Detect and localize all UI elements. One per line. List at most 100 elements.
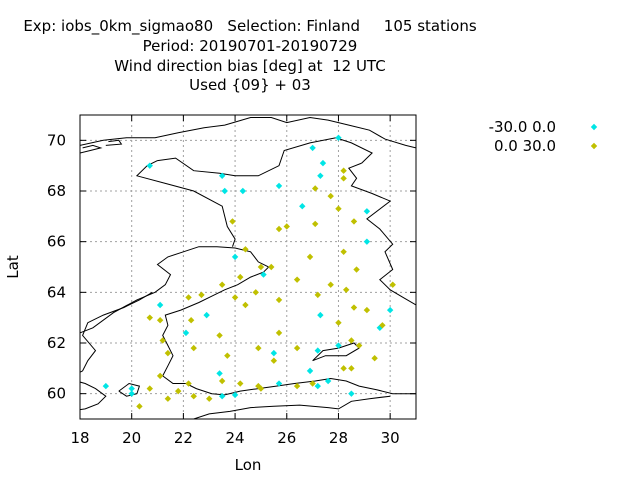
- coastline-path: [135, 160, 236, 247]
- data-point-positive-bias: [283, 223, 290, 230]
- data-point-positive-bias: [257, 385, 265, 392]
- data-point-negative-bias: [128, 390, 135, 397]
- data-point-positive-bias: [156, 317, 164, 324]
- data-point-positive-bias: [340, 175, 347, 182]
- data-point-positive-bias: [255, 344, 262, 352]
- data-point-negative-bias: [203, 311, 210, 319]
- data-point-negative-bias: [270, 349, 278, 357]
- data-point-negative-bias: [275, 380, 283, 387]
- data-point-negative-bias: [260, 271, 267, 278]
- grid-lines: [79, 115, 416, 419]
- data-point-negative-bias: [348, 390, 355, 397]
- data-point-positive-bias: [159, 337, 166, 344]
- data-point-positive-bias: [164, 395, 172, 402]
- data-point-negative-bias: [314, 347, 321, 354]
- data-point-positive-bias: [327, 281, 334, 288]
- data-point-positive-bias: [314, 291, 321, 299]
- data-point-negative-bias: [309, 144, 316, 152]
- x-tick-label: 30: [381, 429, 400, 447]
- chart-title-line-1: Exp: iobs_0km_sigmao80 Selection: Finlan…: [23, 17, 477, 35]
- data-point-positive-bias: [185, 380, 192, 387]
- y-tick-label: 60: [47, 385, 66, 403]
- data-point-negative-bias: [231, 253, 239, 261]
- coastline-path: [80, 144, 103, 154]
- data-point-positive-bias: [237, 380, 244, 387]
- data-point-positive-bias: [389, 281, 396, 288]
- data-point-positive-bias: [312, 220, 319, 228]
- x-tick-label: 18: [70, 429, 89, 447]
- data-point-positive-bias: [242, 301, 249, 309]
- legend-label: -30.0 0.0: [489, 118, 556, 136]
- data-points: [102, 134, 396, 410]
- coastline-path: [157, 137, 373, 177]
- data-point-positive-bias: [164, 349, 172, 357]
- coastline-map: [80, 116, 416, 419]
- x-tick-label: 20: [122, 429, 141, 447]
- data-point-positive-bias: [218, 377, 226, 385]
- data-point-positive-bias: [206, 395, 213, 402]
- data-point-positive-bias: [275, 225, 283, 233]
- data-point-negative-bias: [216, 370, 223, 377]
- data-point-positive-bias: [275, 329, 283, 337]
- data-point-positive-bias: [350, 304, 358, 311]
- data-point-negative-bias: [324, 377, 332, 385]
- data-point-positive-bias: [293, 344, 301, 352]
- data-point-positive-bias: [340, 248, 347, 255]
- data-point-negative-bias: [306, 367, 314, 375]
- coastline-path: [347, 162, 416, 306]
- coastline-path: [80, 291, 153, 373]
- data-point-positive-bias: [218, 281, 226, 288]
- data-point-negative-bias: [182, 329, 190, 337]
- data-point-positive-bias: [348, 365, 355, 372]
- data-point-negative-bias: [317, 172, 324, 179]
- x-tick-label: 22: [174, 429, 193, 447]
- data-point-positive-bias: [371, 355, 378, 362]
- x-tick-label: 24: [226, 429, 245, 447]
- legend-marker: [590, 123, 598, 131]
- data-point-negative-bias: [221, 187, 228, 195]
- data-point-negative-bias: [363, 238, 371, 245]
- axes: 18 20 22 24 26 28 30 60 62 64 66 68 70 Lon Lat: [4, 114, 417, 474]
- data-point-positive-bias: [229, 218, 236, 225]
- data-point-positive-bias: [268, 263, 275, 271]
- chart-title-line-2: Period: 20190701-20190729: [142, 37, 358, 55]
- data-point-positive-bias: [309, 380, 316, 387]
- data-point-positive-bias: [146, 385, 153, 392]
- data-point-positive-bias: [353, 266, 360, 273]
- data-point-negative-bias: [275, 182, 283, 190]
- data-point-positive-bias: [224, 352, 231, 359]
- y-tick-label: 70: [47, 131, 66, 149]
- data-point-positive-bias: [216, 332, 223, 339]
- data-point-negative-bias: [231, 391, 239, 399]
- x-tick-label: 28: [329, 429, 348, 447]
- data-point-positive-bias: [190, 344, 197, 352]
- data-point-negative-bias: [102, 382, 110, 390]
- chart-title-line-3: Wind direction bias [deg] at 12 UTC: [114, 57, 386, 75]
- coastline-path: [193, 395, 391, 419]
- data-point-negative-bias: [146, 162, 153, 169]
- y-axis-label: Lat: [4, 255, 22, 279]
- y-tick-label: 66: [47, 233, 66, 251]
- data-point-positive-bias: [340, 167, 347, 174]
- data-point-positive-bias: [335, 205, 342, 212]
- data-point-negative-bias: [239, 187, 247, 195]
- data-point-negative-bias: [218, 393, 226, 400]
- y-tick-label: 64: [47, 283, 66, 301]
- data-point-positive-bias: [237, 273, 244, 281]
- data-point-positive-bias: [312, 185, 319, 192]
- data-point-positive-bias: [293, 276, 301, 283]
- data-point-positive-bias: [363, 306, 371, 314]
- data-point-positive-bias: [335, 319, 342, 326]
- legend-marker: [590, 142, 598, 150]
- data-point-negative-bias: [156, 301, 164, 309]
- data-point-positive-bias: [340, 365, 347, 372]
- data-point-negative-bias: [386, 306, 394, 314]
- data-point-negative-bias: [335, 342, 342, 349]
- data-point-positive-bias: [343, 286, 350, 293]
- data-point-positive-bias: [275, 296, 283, 304]
- data-point-positive-bias: [327, 192, 334, 200]
- data-point-negative-bias: [319, 159, 327, 167]
- coastline-path: [105, 139, 123, 146]
- data-point-positive-bias: [187, 317, 195, 324]
